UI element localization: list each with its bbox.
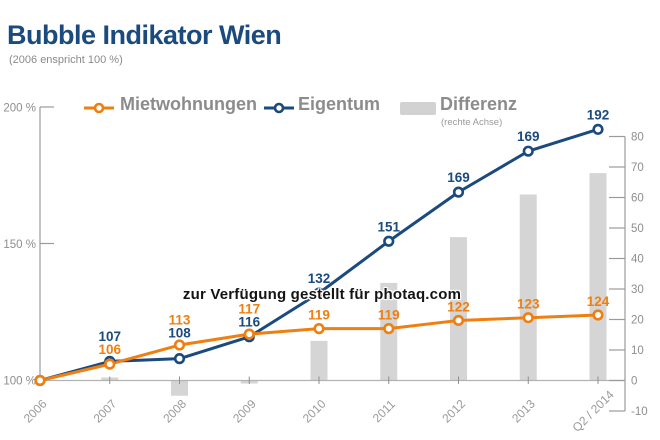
watermark: zur Verfügung gestellt für photaq.com <box>182 286 462 303</box>
mietwohnungen-point-Q2 / 2014 <box>592 309 604 321</box>
right-axis-label-40: 40 <box>631 254 644 266</box>
mietwohnungen-value-label-2011: 119 <box>378 308 400 323</box>
eigentum-value-label-2013: 169 <box>517 129 540 144</box>
right-axis-label-60: 60 <box>631 193 644 205</box>
differenz-bar-Q2 / 2014 <box>589 173 607 381</box>
mietwohnungen-value-label-2012: 122 <box>447 299 470 314</box>
page-title: Bubble Indikator Wien <box>7 20 282 50</box>
eigentum-point-2011 <box>383 235 395 247</box>
legend-label-eigentum: Eigentum <box>298 94 381 114</box>
page-subtitle: (2006 enspricht 100 %) <box>9 54 123 66</box>
mietwohnungen-value-label-2007: 106 <box>98 342 121 357</box>
mietwohnungen-point-2013 <box>522 312 534 324</box>
eigentum-value-label-2007: 107 <box>98 329 121 344</box>
mietwohnungen-point-2011 <box>383 323 395 335</box>
right-axis-label-30: 30 <box>631 284 644 296</box>
left-axis-label-100: 100 % <box>3 376 36 388</box>
right-axis-label-80: 80 <box>631 132 644 144</box>
eigentum-value-label-2009: 116 <box>238 315 260 330</box>
eigentum-point-2013 <box>522 145 534 157</box>
right-axis-label-10: 10 <box>631 345 644 357</box>
legend-label-differenz: Differenz <box>440 94 518 114</box>
right-axis-label-70: 70 <box>631 162 644 174</box>
right-axis-label-50: 50 <box>631 223 644 235</box>
left-axis-label-150: 150 % <box>3 239 36 251</box>
x-label-2012: 2012 <box>439 397 468 426</box>
eigentum-point-Q2 / 2014 <box>592 123 604 135</box>
x-label-2006: 2006 <box>21 397 50 426</box>
mietwohnungen-point-2010 <box>313 323 325 335</box>
right-axis-label-20: 20 <box>631 315 644 327</box>
eigentum-value-label-2011: 151 <box>377 219 400 234</box>
eigentum-point-2012 <box>452 186 465 198</box>
right-axis-label--10: -10 <box>631 406 648 418</box>
x-label-2011: 2011 <box>370 397 398 425</box>
differenz-bar-2012 <box>450 237 467 381</box>
differenz-legend-swatch-icon <box>400 102 436 115</box>
eigentum-point-2010 <box>313 287 325 299</box>
left-axis-label-200: 200 % <box>3 103 36 115</box>
mietwohnungen-point-2012 <box>452 314 465 327</box>
eigentum-value-label-2010: 132 <box>308 271 331 286</box>
differenz-bar-2010 <box>310 340 328 381</box>
eigentum-point-2008 <box>173 353 186 365</box>
x-label-2007: 2007 <box>91 397 120 426</box>
x-label-2009: 2009 <box>230 397 259 426</box>
right-axis-label-0: 0 <box>631 376 637 388</box>
x-label-2010: 2010 <box>300 397 329 426</box>
eigentum-value-label-2012: 169 <box>447 170 470 185</box>
mietwohnungen-value-label-2008: 113 <box>169 313 191 328</box>
mietwohnungen-point-2007 <box>104 358 116 370</box>
mietwohnungen-point-2009 <box>243 328 255 340</box>
eigentum-legend-marker-icon <box>264 102 294 114</box>
eigentum-value-label-Q2 / 2014: 192 <box>587 107 610 122</box>
mietwohnungen-value-label-2013: 123 <box>517 297 540 312</box>
mietwohnungen-point-2008 <box>173 339 186 351</box>
differenz-bar-2013 <box>519 194 537 381</box>
legend-note-rechte-achse: (rechte Achse) <box>441 117 503 128</box>
mietwohnungen-value-label-Q2 / 2014: 124 <box>587 294 610 309</box>
differenz-bar-2008 <box>171 380 188 396</box>
mietwohnungen-value-label-2010: 119 <box>308 308 330 323</box>
mietwohnungen-legend-marker-icon <box>84 102 114 114</box>
eigentum-value-label-2008: 108 <box>168 326 191 341</box>
x-label-2008: 2008 <box>160 397 189 426</box>
mietwohnungen-point-2006 <box>34 374 46 387</box>
legend-label-mietwohnungen: Mietwohnungen <box>120 94 257 114</box>
mietwohnungen-value-label-2009: 117 <box>238 302 260 317</box>
x-label-2013: 2013 <box>509 397 538 426</box>
